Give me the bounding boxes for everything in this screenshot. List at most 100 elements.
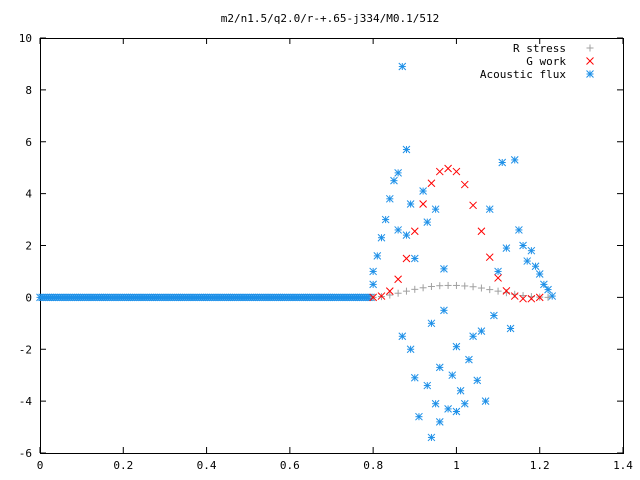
data-point xyxy=(477,327,486,335)
data-point xyxy=(369,267,377,276)
series-g-work xyxy=(369,164,544,303)
data-point xyxy=(440,306,448,315)
data-point xyxy=(473,376,482,385)
data-point xyxy=(548,292,557,300)
x-tick-label: 1 xyxy=(453,459,460,472)
data-point xyxy=(452,342,461,351)
data-point xyxy=(502,244,511,252)
data-point xyxy=(544,285,552,294)
data-point xyxy=(494,274,502,282)
data-point xyxy=(419,284,427,292)
data-point xyxy=(452,407,461,416)
data-point xyxy=(535,293,544,302)
x-tick-label: 1.2 xyxy=(530,459,550,472)
data-point xyxy=(427,282,435,290)
data-point xyxy=(544,293,552,301)
data-point xyxy=(423,218,432,227)
data-point xyxy=(436,282,444,290)
data-point xyxy=(494,267,502,276)
data-point xyxy=(402,145,411,154)
data-point xyxy=(444,281,452,289)
y-tick-label: 2 xyxy=(25,240,32,253)
plot-frame xyxy=(40,38,624,454)
data-point xyxy=(410,373,419,382)
data-point xyxy=(519,294,527,303)
data-point xyxy=(527,294,536,303)
data-point xyxy=(452,281,460,289)
data-point xyxy=(519,292,527,300)
data-point xyxy=(377,233,386,242)
data-point xyxy=(415,412,423,421)
x-tick-label: 0 xyxy=(37,459,44,472)
data-point xyxy=(510,156,519,164)
x-tick-label: 0.4 xyxy=(197,459,217,472)
data-point xyxy=(390,176,398,185)
data-point xyxy=(435,363,444,372)
data-point xyxy=(369,280,377,289)
data-point xyxy=(535,270,544,278)
y-tick-label: -2 xyxy=(19,343,32,356)
data-point xyxy=(373,252,382,260)
data-point xyxy=(456,386,465,395)
data-point xyxy=(398,332,407,341)
data-point xyxy=(431,205,440,214)
data-point xyxy=(527,246,536,255)
data-point xyxy=(394,169,402,177)
data-point xyxy=(469,201,477,210)
x-tick-label: 0.2 xyxy=(113,459,133,472)
data-point xyxy=(394,275,402,284)
legend-label: R stress xyxy=(513,42,566,55)
data-point xyxy=(419,187,427,195)
x-tick-label: 0.6 xyxy=(280,459,300,472)
series-layer xyxy=(36,62,557,442)
data-point xyxy=(502,287,511,295)
data-point xyxy=(394,226,402,234)
data-point xyxy=(452,167,461,176)
data-point xyxy=(419,200,427,208)
data-point xyxy=(465,355,473,364)
data-point xyxy=(435,167,444,176)
data-point xyxy=(394,289,402,297)
data-point xyxy=(369,293,377,302)
x-axis: 0 0.2 0.4 0.6 0.8 1 1.2 1.4 xyxy=(37,38,633,472)
data-point xyxy=(423,381,432,390)
legend-label: G work xyxy=(526,55,566,68)
data-point xyxy=(398,62,407,71)
legend-marker xyxy=(586,70,594,78)
data-point xyxy=(486,286,494,294)
data-point xyxy=(440,264,448,273)
x-tick-label: 0.8 xyxy=(363,459,383,472)
data-point xyxy=(427,433,436,442)
data-point xyxy=(410,254,419,263)
data-point xyxy=(406,345,415,354)
data-point xyxy=(410,227,419,236)
data-point xyxy=(402,254,411,263)
data-point xyxy=(481,397,490,405)
data-point xyxy=(435,418,444,426)
legend-label: Acoustic flux xyxy=(480,68,566,81)
y-tick-label: 8 xyxy=(25,84,32,97)
legend-marker xyxy=(586,44,594,52)
chart-title: m2/n1.5/q2.0/r-+.65-j334/M0.1/512 xyxy=(221,12,440,25)
y-tick-label: 10 xyxy=(19,32,32,45)
data-point xyxy=(411,285,419,293)
x-tick-label: 1.4 xyxy=(613,459,633,472)
series-acoustic-flux xyxy=(36,62,557,442)
data-point xyxy=(523,257,532,265)
data-point xyxy=(469,283,477,291)
data-point xyxy=(461,282,469,290)
data-point xyxy=(494,287,502,295)
data-point xyxy=(402,287,410,295)
data-point xyxy=(427,319,436,328)
data-point xyxy=(498,158,507,167)
data-point xyxy=(386,291,394,299)
data-point xyxy=(477,284,485,292)
data-point xyxy=(469,332,477,341)
data-point xyxy=(431,399,440,408)
data-point xyxy=(477,227,486,236)
y-tick-label: 0 xyxy=(25,291,32,304)
data-point xyxy=(427,179,436,188)
data-point xyxy=(402,231,411,239)
